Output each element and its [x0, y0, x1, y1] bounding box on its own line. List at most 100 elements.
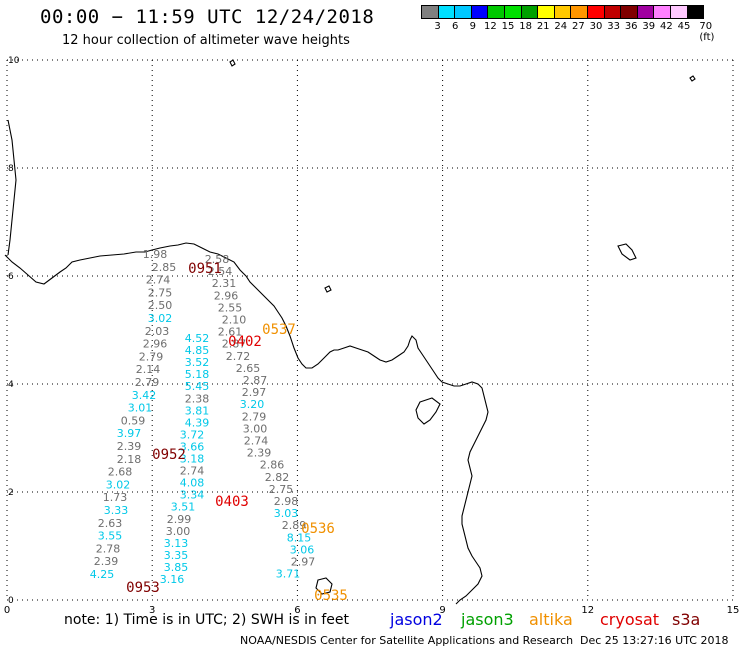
- wave-height-value: 2.89: [282, 519, 307, 532]
- colorbar-label: 39: [642, 21, 656, 32]
- island-east: [415, 397, 441, 425]
- wave-height-value: 2.82: [265, 471, 290, 484]
- colorbar-labels: 3 6 9 12 15 18 21 24 27 30 33 36 39 42 45 70 (ft): [422, 21, 740, 43]
- wave-height-value: 2.14: [136, 363, 161, 376]
- wave-height-value: 2.75: [148, 286, 173, 299]
- wave-height-value: 1.73: [103, 491, 128, 504]
- colorbar-label: 15: [501, 21, 515, 32]
- wave-height-value: 2.39: [117, 440, 142, 453]
- wave-height-value: 2.63: [98, 517, 123, 530]
- wave-height-value: 3.81: [185, 404, 210, 417]
- gulf-coastline: [4, 242, 489, 605]
- pass-labels: 0951 0952 0953 0402 0403 0537 0536 0535: [126, 261, 348, 604]
- x-tick-label: 9: [439, 605, 445, 616]
- wave-height-value: 3.71: [276, 568, 301, 581]
- footer-note: note: 1) Time is in UTC; 2) SWH is in fe…: [64, 612, 350, 628]
- pass-time-label: 0403: [215, 494, 249, 510]
- legend-altika: altika: [529, 610, 573, 629]
- florida-west-coast: [7, 119, 17, 256]
- map-title: 00:00 − 11:59 UTC 12/24/2018: [40, 6, 375, 28]
- wave-height-value: 2.50: [148, 299, 173, 312]
- island-small-d: [689, 75, 696, 82]
- pass-time-label: 0952: [152, 447, 186, 463]
- pass-time-label: 0535: [314, 588, 348, 604]
- map-grid: [6, 59, 734, 601]
- wave-height-value: 2.74: [180, 465, 205, 478]
- wave-height-value: 2.74: [244, 435, 269, 448]
- y-tick-label: 2: [8, 488, 14, 498]
- colorbar-label: 30: [589, 21, 603, 32]
- wave-height-value: 3.16: [160, 573, 185, 586]
- wave-height-value: 2.87: [222, 338, 247, 351]
- colorbar-label: 36: [624, 21, 638, 32]
- x-tick-label: 15: [727, 605, 740, 616]
- wave-height-value: 2.38: [185, 392, 210, 405]
- wave-height-value: 2.96: [214, 289, 239, 302]
- island-small-e: [324, 285, 332, 293]
- wave-height-value: 3.00: [166, 525, 191, 538]
- wave-height-value: 3.35: [164, 549, 189, 562]
- coastline: [4, 59, 696, 605]
- wave-height-value: 3.97: [117, 427, 142, 440]
- wave-height-value: 2.96: [143, 338, 168, 351]
- island-small-a: [617, 243, 637, 261]
- wave-height-value: 3.51: [171, 501, 196, 514]
- wave-height-value: 2.98: [274, 495, 299, 508]
- wave-height-value: 3.34: [180, 489, 205, 502]
- wave-height-value: 2.10: [222, 314, 247, 327]
- wave-height-value: 3.66: [180, 440, 205, 453]
- island-small-b: [315, 577, 333, 595]
- pass-time-label: 0537: [262, 322, 296, 338]
- wave-height-value: 2.31: [212, 277, 237, 290]
- wave-height-value: 2.99: [167, 513, 192, 526]
- legend-cryosat: cryosat: [600, 610, 660, 629]
- x-tick-label: 0: [4, 605, 10, 616]
- wave-height-value: 2.85: [152, 261, 177, 274]
- wave-height-colorbar: [421, 5, 705, 19]
- wave-height-value: 2.65: [236, 362, 261, 375]
- wave-height-value: 2.74: [146, 274, 171, 287]
- legend-s3a: s3a: [672, 610, 701, 629]
- wave-height-value: 2.97: [242, 386, 267, 399]
- x-tick-label: 12: [581, 605, 594, 616]
- wave-height-value: 4.39: [185, 416, 210, 429]
- pass-time-label: 0953: [126, 580, 160, 596]
- colorbar-label: 21: [536, 21, 550, 32]
- y-tick-label: 10: [8, 56, 20, 66]
- wave-height-value: 2.18: [117, 453, 142, 466]
- wave-height-value: 2.72: [226, 350, 251, 363]
- wave-height-value: 3.42: [132, 389, 157, 402]
- wave-height-value: 0.59: [121, 414, 146, 427]
- wave-height-value: 2.58: [205, 253, 230, 266]
- wave-height-value: 3.02: [148, 312, 173, 325]
- wave-height-value: 3.13: [164, 537, 189, 550]
- wave-height-value: 2.79: [139, 350, 164, 363]
- wave-height-value: 4.85: [185, 344, 210, 357]
- wave-height-value: 2.55: [218, 301, 243, 314]
- wave-height-value: 4.52: [185, 332, 210, 345]
- credit-line: NOAA/NESDIS Center for Satellite Applica…: [240, 634, 574, 647]
- colorbar-label: 70 (ft): [699, 21, 715, 43]
- colorbar-label: 12: [484, 21, 497, 32]
- wave-height-value: 8.15: [287, 531, 312, 544]
- wave-height-value: 2.39: [94, 555, 119, 568]
- wave-height-value: 3.72: [180, 428, 205, 441]
- wave-height-value: 2.39: [247, 447, 272, 460]
- wave-height-value: 3.18: [180, 453, 205, 466]
- generation-timestamp: Dec 25 13:27:16 UTC 2018: [580, 634, 729, 647]
- colorbar-label: 24: [554, 21, 568, 32]
- y-tick-label: 0: [8, 596, 14, 606]
- pass-time-label: 0402: [228, 334, 262, 350]
- altimeter-tracks: 1.982.852.742.752.503.022.032.962.792.14…: [90, 248, 316, 586]
- wave-height-value: 3.20: [240, 398, 265, 411]
- colorbar-label: 27: [572, 21, 585, 32]
- colorbar-label: 3: [434, 21, 441, 32]
- wave-height-value: 4.25: [90, 568, 115, 581]
- colorbar-label: 33: [607, 21, 620, 32]
- wave-height-value: 3.00: [243, 422, 268, 435]
- wave-height-value: 3.06: [290, 543, 315, 556]
- wave-height-value: 2.75: [269, 483, 294, 496]
- legend-jason3: jason3: [461, 610, 514, 629]
- wave-height-value: 3.85: [164, 561, 189, 574]
